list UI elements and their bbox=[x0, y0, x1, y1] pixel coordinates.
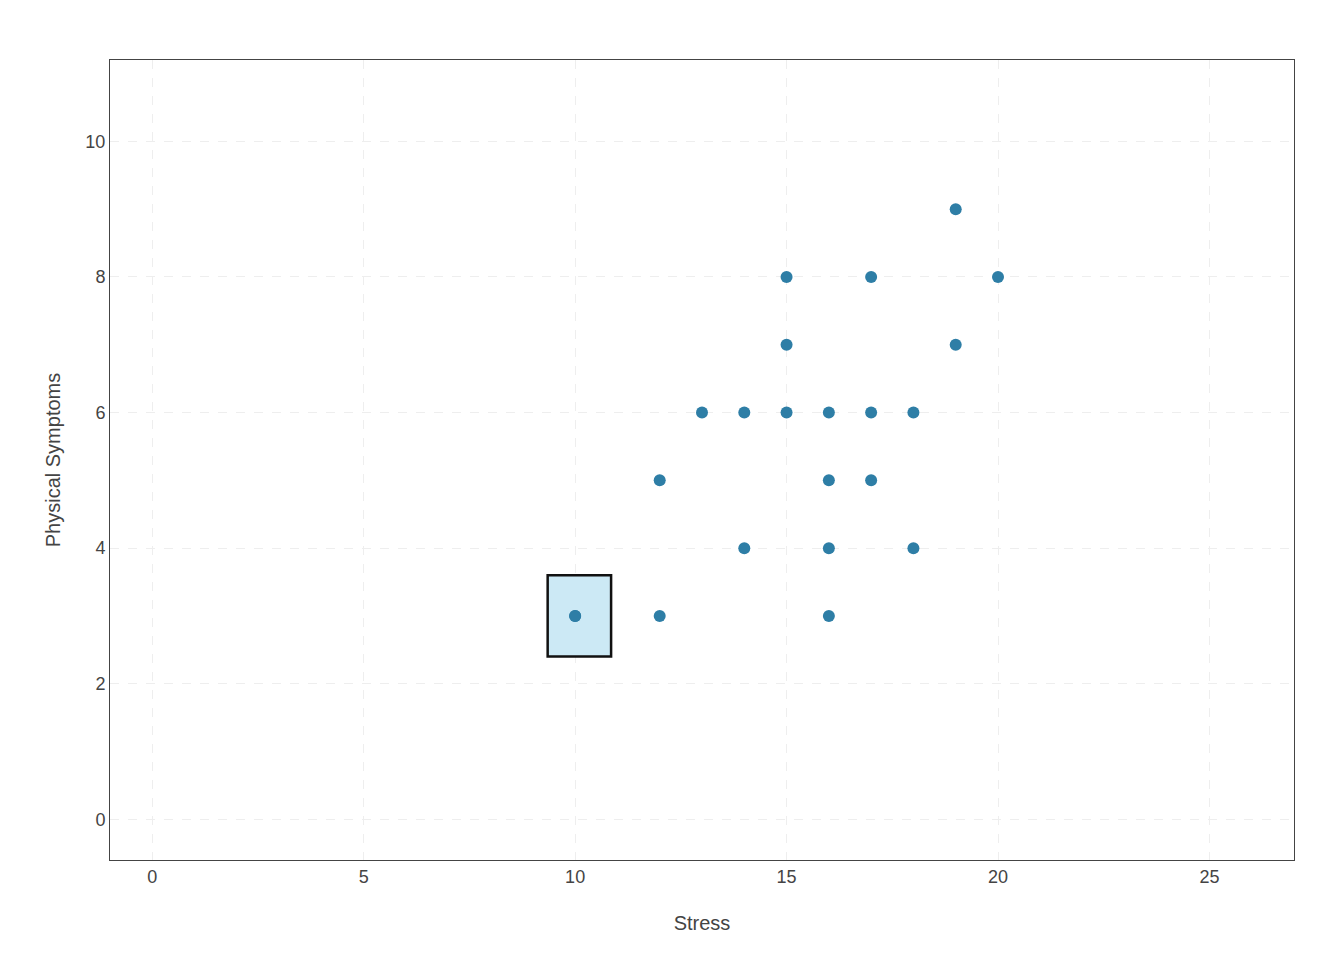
svg-text:20: 20 bbox=[988, 867, 1008, 887]
svg-text:10: 10 bbox=[565, 867, 585, 887]
svg-text:Physical Symptoms: Physical Symptoms bbox=[42, 373, 64, 548]
svg-text:4: 4 bbox=[95, 538, 105, 558]
svg-text:5: 5 bbox=[359, 867, 369, 887]
svg-text:0: 0 bbox=[95, 810, 105, 830]
svg-text:10: 10 bbox=[85, 132, 105, 152]
svg-text:8: 8 bbox=[95, 267, 105, 287]
svg-text:25: 25 bbox=[1199, 867, 1219, 887]
svg-text:15: 15 bbox=[777, 867, 797, 887]
svg-text:6: 6 bbox=[95, 403, 105, 423]
svg-text:0: 0 bbox=[147, 867, 157, 887]
svg-text:2: 2 bbox=[95, 674, 105, 694]
svg-text:Stress: Stress bbox=[674, 912, 731, 934]
